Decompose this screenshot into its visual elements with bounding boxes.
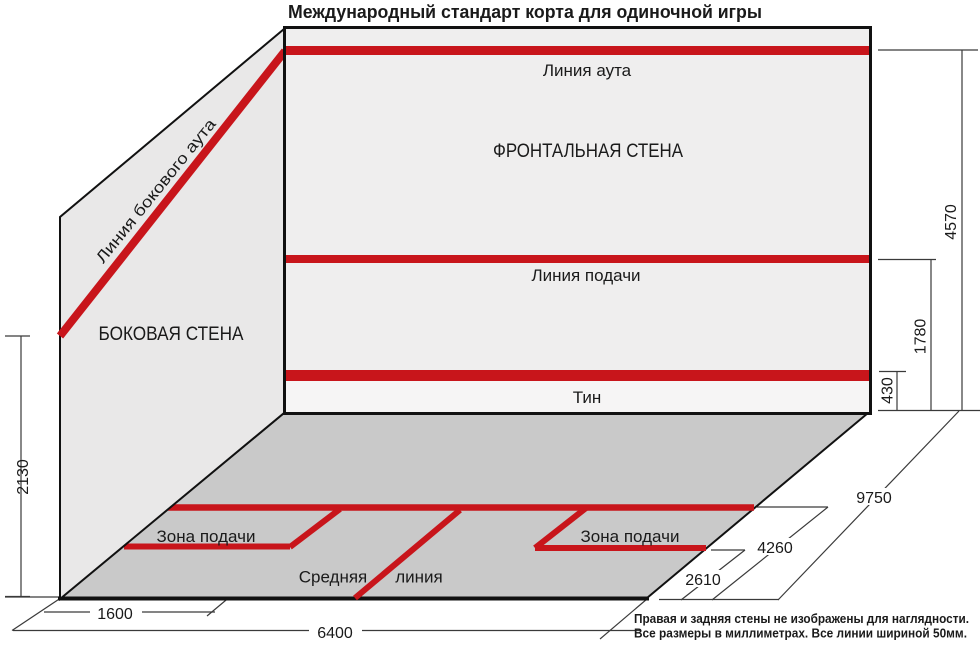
svg-text:ФРОНТАЛЬНАЯ СТЕНА: ФРОНТАЛЬНАЯ СТЕНА <box>493 141 683 162</box>
svg-text:1600: 1600 <box>97 606 133 623</box>
svg-text:6400: 6400 <box>317 625 353 642</box>
svg-text:2610: 2610 <box>685 572 721 589</box>
svg-text:Зона подачи: Зона подачи <box>157 527 256 546</box>
svg-text:4570: 4570 <box>943 204 960 240</box>
svg-text:Правая и задняя стены не изобр: Правая и задняя стены не изображены для … <box>634 612 969 626</box>
svg-text:Линия аута: Линия аута <box>543 61 632 80</box>
svg-text:1780: 1780 <box>913 319 930 355</box>
svg-text:Зона подачи: Зона подачи <box>581 527 680 546</box>
svg-text:4260: 4260 <box>757 540 793 557</box>
svg-text:Линия подачи: Линия подачи <box>531 266 640 285</box>
svg-text:2130: 2130 <box>15 459 32 495</box>
svg-text:430: 430 <box>880 377 897 404</box>
svg-text:Тин: Тин <box>573 388 602 407</box>
svg-text:БОКОВАЯ СТЕНА: БОКОВАЯ СТЕНА <box>99 324 244 345</box>
svg-text:линия: линия <box>395 568 443 587</box>
svg-text:Международный стандарт корта д: Международный стандарт корта для одиночн… <box>288 2 762 22</box>
svg-text:Средняя: Средняя <box>299 568 368 587</box>
svg-text:Все размеры в миллиметрах. Все: Все размеры в миллиметрах. Все линии шир… <box>634 627 967 641</box>
svg-text:9750: 9750 <box>856 490 892 507</box>
